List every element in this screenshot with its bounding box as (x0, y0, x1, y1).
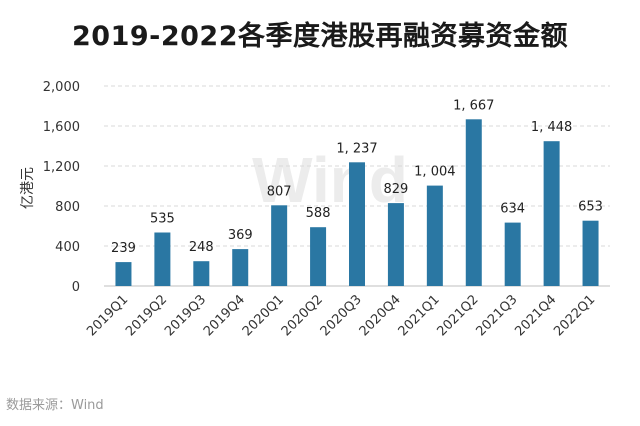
x-tick-label: 2020Q1 (240, 292, 287, 339)
y-axis-ticks: 0 400 800 1,200 1,600 2,000 (43, 80, 80, 295)
bar (543, 141, 560, 286)
y-tick-label: 0 (72, 280, 80, 295)
x-tick-label: 2021Q3 (473, 292, 520, 339)
bar (465, 119, 482, 286)
bars (115, 119, 599, 286)
x-tick-label: 2020Q2 (279, 292, 326, 339)
x-tick-label: 2021Q4 (512, 292, 559, 339)
watermark: Wind (252, 144, 408, 216)
bar (504, 222, 521, 286)
value-label: 1, 667 (453, 98, 494, 113)
y-tick-label: 800 (55, 200, 80, 215)
bar (271, 205, 288, 286)
value-label: 1, 448 (531, 120, 572, 135)
value-label: 1, 004 (414, 165, 455, 180)
y-tick-label: 400 (55, 240, 80, 255)
y-tick-label: 1,600 (43, 120, 80, 135)
x-tick-label: 2019Q4 (201, 292, 248, 339)
bar (349, 162, 365, 286)
bar (387, 203, 404, 286)
value-label: 807 (267, 184, 292, 199)
x-axis-ticks: 2019Q12019Q22019Q32019Q42020Q12020Q22020… (84, 292, 598, 339)
bar (115, 262, 132, 286)
value-labels: 239 535 248 369 807 588 1, 237 829 1, 004 1, 667 6… (111, 98, 603, 256)
bar (154, 232, 171, 286)
bar (582, 220, 599, 286)
value-label: 535 (150, 212, 175, 227)
bar (232, 249, 249, 286)
y-axis-label: 亿港元 (20, 167, 36, 209)
x-tick-label: 2020Q4 (357, 292, 404, 339)
x-tick-label: 2020Q3 (318, 292, 365, 339)
chart-title: 2019-2022各季度港股再融资募资金额 (72, 21, 568, 52)
bar (310, 227, 327, 286)
source-note: 数据来源：Wind (6, 398, 104, 413)
value-label: 829 (384, 182, 409, 197)
x-tick-label: 2022Q1 (551, 292, 598, 339)
value-label: 248 (189, 240, 214, 255)
y-tick-label: 1,200 (43, 160, 80, 175)
x-tick-label: 2021Q1 (396, 292, 443, 339)
value-label: 634 (500, 202, 525, 217)
value-label: 653 (578, 200, 603, 215)
value-label: 588 (306, 206, 331, 221)
bar (193, 261, 210, 286)
value-label: 239 (111, 241, 136, 256)
y-tick-label: 2,000 (43, 80, 80, 95)
x-tick-label: 2019Q2 (123, 292, 170, 339)
value-label: 369 (228, 228, 253, 243)
x-tick-label: 2019Q1 (84, 292, 131, 339)
x-tick-label: 2021Q2 (435, 292, 482, 339)
x-tick-label: 2019Q3 (162, 292, 209, 339)
value-label: 1, 237 (336, 141, 377, 156)
bar (426, 185, 443, 286)
